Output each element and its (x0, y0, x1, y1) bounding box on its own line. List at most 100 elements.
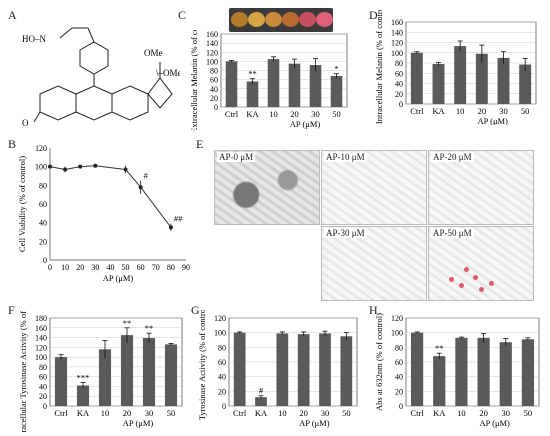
y-tick-label: 0 (43, 402, 47, 411)
y-tick-label: 60 (39, 200, 47, 209)
y-tick-label: 40 (395, 373, 403, 382)
y-axis-label: Extracellular Melanin (% of control) (189, 30, 199, 130)
x-axis-label: AP (μM) (479, 418, 510, 428)
y-tick-label: 100 (214, 329, 226, 338)
x-tick-label: 20 (76, 263, 84, 272)
bar (497, 57, 510, 104)
bar (142, 338, 156, 406)
y-tick-label: 160 (391, 18, 403, 27)
bar (164, 344, 178, 406)
x-tick-label: 20 (299, 408, 308, 418)
bar (519, 64, 532, 104)
x-tick-label: 50 (521, 106, 530, 116)
x-tick-label: Ctrl (54, 408, 68, 418)
bar (233, 332, 246, 406)
bar (475, 53, 488, 104)
x-tick-label: KA (77, 408, 90, 418)
y-tick-label: 0 (399, 402, 403, 411)
y-tick-label: 40 (218, 373, 226, 382)
data-point (123, 167, 128, 172)
y-tick-label: 80 (395, 59, 403, 68)
significance-mark: ## (174, 214, 183, 224)
y-tick-label: 40 (395, 80, 403, 89)
y-tick-label: 100 (391, 49, 403, 58)
y-tick-label: 80 (218, 343, 226, 352)
x-tick-label: 10 (457, 408, 466, 418)
x-tick-label: 30 (321, 408, 330, 418)
panel-label-d: D (369, 8, 378, 22)
chemical-structure: HO–N OMe \–OMe O (22, 27, 180, 128)
bar (225, 61, 238, 107)
y-tick-label: 160 (206, 30, 218, 39)
x-tick-label: KA (255, 408, 268, 418)
plate-well (248, 12, 265, 27)
micrograph-label: AP-50 μM (431, 228, 474, 238)
bar (477, 337, 490, 406)
x-tick-label: 20 (478, 106, 487, 116)
oxime-label: HO–N (22, 34, 46, 44)
y-tick-label: 60 (395, 358, 403, 367)
x-tick-label: Ctrl (225, 109, 239, 119)
x-tick-label: KA (433, 408, 446, 418)
y-tick-label: 160 (35, 324, 47, 333)
x-tick-label: 50 (524, 408, 533, 418)
data-point (78, 164, 83, 169)
plate-well (265, 12, 282, 27)
y-tick-label: 60 (210, 76, 218, 85)
y-axis-label: Tyrosinase Activity (% of control) (197, 310, 207, 420)
significance-mark: *** (77, 373, 90, 383)
x-axis-label: AP (μM) (103, 273, 134, 283)
panel-label-e: E (196, 137, 204, 151)
chart-g-tyrosinase: Tyrosinase Activity (% of control) 0 20 40 6… (197, 310, 358, 428)
significance-mark: # (144, 171, 149, 181)
bar (330, 75, 343, 107)
melanin-spot (479, 287, 484, 292)
significance-mark: # (259, 386, 264, 396)
bar (276, 333, 289, 406)
x-tick-label: 80 (167, 263, 175, 272)
y-tick-label: 100 (35, 163, 47, 172)
y-tick-label: 40 (210, 85, 218, 94)
y-tick-label: 40 (39, 219, 47, 228)
bar (309, 65, 322, 107)
bar (410, 332, 424, 406)
plate-well (282, 12, 299, 27)
x-tick-label: 50 (122, 263, 130, 272)
data-point (138, 185, 143, 190)
micrograph: AP-20 μM (428, 150, 534, 225)
x-tick-label: 0 (48, 263, 52, 272)
x-tick-label: 20 (479, 408, 488, 418)
y-tick-label: 20 (210, 94, 218, 103)
panel-label-c: C (178, 8, 187, 22)
bar (454, 46, 467, 104)
chart-f-intracellular-tyrosinase: Intracellular Tyrosinase Activity (% of … (18, 310, 183, 432)
plate-well (231, 12, 248, 27)
x-tick-label: 20 (123, 408, 132, 418)
y-tick-label: 100 (35, 353, 47, 362)
series-line (49, 165, 172, 228)
ome2-label: \–OMe (156, 68, 180, 78)
plate-well (316, 12, 333, 27)
bar (432, 64, 445, 104)
y-axis-label: Intracellular Melanin (% of control) (374, 10, 384, 124)
x-tick-label: KA (432, 106, 445, 116)
y-tick-label: 20 (39, 237, 47, 246)
x-tick-label: 10 (456, 106, 465, 116)
x-tick-label: 30 (499, 106, 508, 116)
significance-mark: ** (145, 323, 154, 333)
panel-label-g: G (191, 303, 200, 317)
x-tick-label: 10 (278, 408, 287, 418)
melanin-plate-photo (229, 8, 333, 32)
melanin-spot (449, 277, 454, 282)
data-point (48, 164, 52, 169)
bar (288, 63, 301, 107)
melanin-spot (459, 283, 464, 288)
significance-mark: ** (123, 318, 132, 328)
y-tick-label: 120 (214, 314, 226, 323)
significance-mark: * (334, 64, 338, 74)
y-tick-label: 100 (206, 57, 218, 66)
x-tick-label: Ctrl (410, 106, 424, 116)
x-axis-label: AP (μM) (299, 418, 330, 428)
micrograph: AP-30 μM (321, 226, 427, 301)
bar (521, 339, 535, 406)
